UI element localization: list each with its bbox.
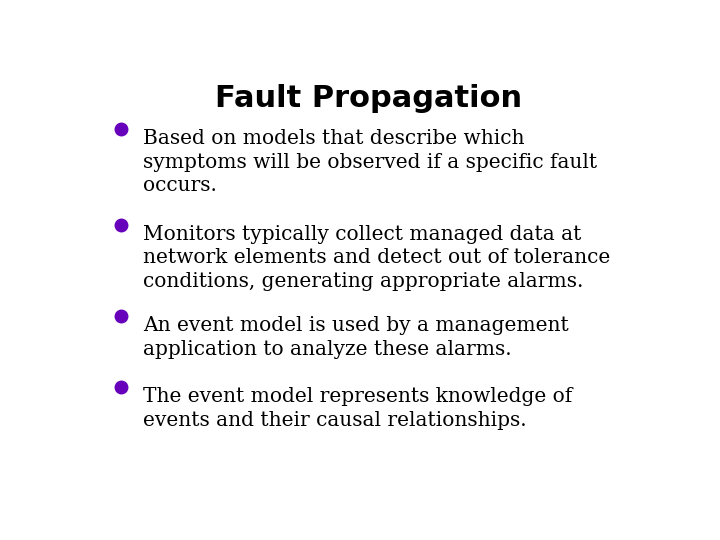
Text: Based on models that describe which
symptoms will be observed if a specific faul: Based on models that describe which symp… (143, 129, 597, 195)
Text: Monitors typically collect managed data at
network elements and detect out of to: Monitors typically collect managed data … (143, 225, 611, 291)
Text: The event model represents knowledge of
events and their causal relationships.: The event model represents knowledge of … (143, 387, 572, 429)
Text: An event model is used by a management
application to analyze these alarms.: An event model is used by a management a… (143, 316, 569, 359)
Text: Fault Propagation: Fault Propagation (215, 84, 523, 112)
